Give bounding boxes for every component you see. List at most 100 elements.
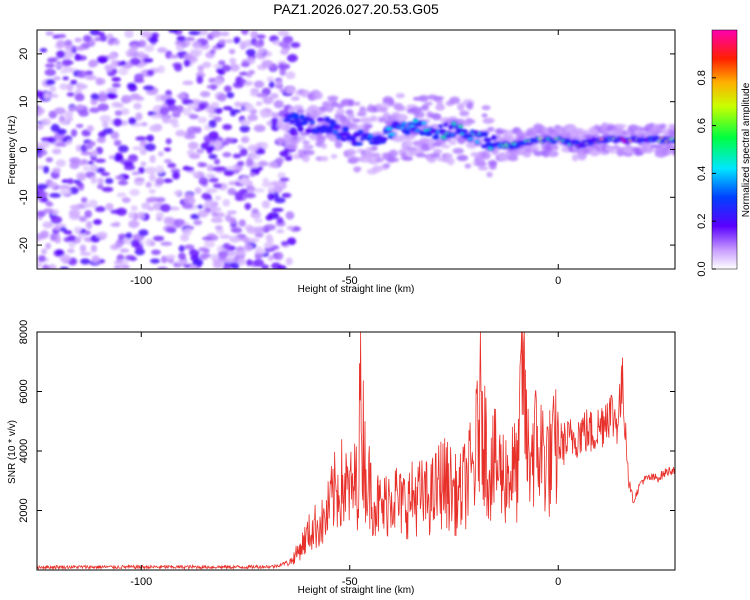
noise-blob [42,221,54,229]
ridge-halo-blob [487,159,498,167]
ridge-halo-blob [303,149,315,156]
noise-blob [64,110,74,119]
noise-blob [49,93,59,98]
noise-blob [184,133,196,140]
noise-blob [128,117,137,125]
noise-blob [165,254,176,259]
ridge-halo-blob [346,148,357,156]
noise-blob [95,77,106,86]
noise-blob [183,55,195,60]
ridge-halo-blob [457,103,465,111]
noise-blob [239,188,249,193]
ridge-halo-blob [353,166,361,173]
ridge-halo-blob [407,150,417,157]
ridge-halo-blob [316,135,326,144]
noise-blob [202,61,212,69]
colorbar: 0.0 0.2 0.4 0.6 0.8 Normalized spectral ampl… [696,29,750,277]
noise-blob [102,127,114,135]
noise-blob [37,255,47,263]
colorbar-tick-label: 0.6 [696,118,708,133]
ridge-halo-blob [550,145,560,151]
ridge-halo-blob [301,154,310,163]
noise-blob [75,104,85,110]
ridge-peak-blob [356,142,362,145]
noise-blob [119,60,127,66]
noise-blob [189,248,197,254]
noise-blob [155,94,163,102]
noise-blob [165,138,172,145]
noise-blob [40,118,52,126]
ridge-halo-blob [388,98,395,106]
noise-blob [244,202,252,210]
ridge-core-blob [297,126,304,132]
noise-blob [66,92,75,97]
ridge-halo-blob [380,107,387,112]
noise-blob [120,108,130,116]
ridge-halo-blob [354,101,361,106]
noise-blob [190,213,200,220]
noise-blob [164,98,176,105]
noise-blob [85,220,93,230]
noise-blob [134,73,144,82]
noise-blob [267,254,274,262]
noise-blob [45,157,53,163]
noise-blob [117,233,127,239]
noise-blob [173,63,183,72]
ridge-halo-blob [388,149,398,158]
noise-blob [254,252,263,260]
noise-blob [208,119,217,128]
noise-blob [155,177,165,186]
noise-blob [239,71,249,76]
noise-blob [218,39,227,45]
noise-blob [274,197,286,204]
noise-blob [222,242,231,250]
noise-blob [175,129,187,137]
ridge-peak-blob [285,118,290,122]
noise-blob [273,100,284,109]
ridge-peak-blob [316,126,321,130]
noise-blob [194,187,202,195]
noise-blob [187,141,199,150]
noise-blob [74,37,83,43]
noise-blob [193,219,203,226]
ridge-peak-blob [413,119,419,123]
noise-blob [150,32,159,39]
ridge-halo-blob [390,157,400,163]
spectrogram-x-axis-label: Height of straight line (km) [298,284,415,295]
noise-blob [213,158,221,165]
ridge-peak-blob [401,122,407,126]
ridge-peak-blob [451,122,457,125]
noise-blob [175,45,184,51]
spectrogram-y-tick-label: 20 [18,48,30,60]
ridge-halo-blob [449,96,461,105]
noise-blob [140,30,152,38]
noise-blob [83,202,92,209]
noise-blob [61,179,69,184]
ridge-peak-blob [325,118,330,121]
ridge-halo-blob [370,145,378,151]
noise-blob [274,251,284,261]
snr-x-tick-label: -100 [130,576,152,588]
noise-blob [140,161,147,167]
ridge-core-blob [671,138,675,144]
noise-blob [113,265,121,269]
ridge-halo-blob [320,143,327,149]
ridge-core-blob [357,129,364,134]
noise-blob [255,246,264,254]
noise-blob [245,158,254,167]
noise-blob [59,226,67,232]
ridge-halo-blob [480,152,491,160]
noise-blob [117,180,129,186]
noise-blob [149,124,160,132]
noise-blob [80,159,88,164]
noise-blob [180,233,190,242]
ridge-halo-blob [459,110,470,117]
noise-blob [205,173,216,178]
noise-blob [213,207,222,212]
ridge-halo-blob [486,171,493,178]
noise-blob [155,212,164,219]
noise-blob [182,80,194,86]
noise-blob [279,177,290,182]
snr-y-axis-label: SNR (10 * v/v) [7,420,18,484]
noise-blob [69,157,81,164]
